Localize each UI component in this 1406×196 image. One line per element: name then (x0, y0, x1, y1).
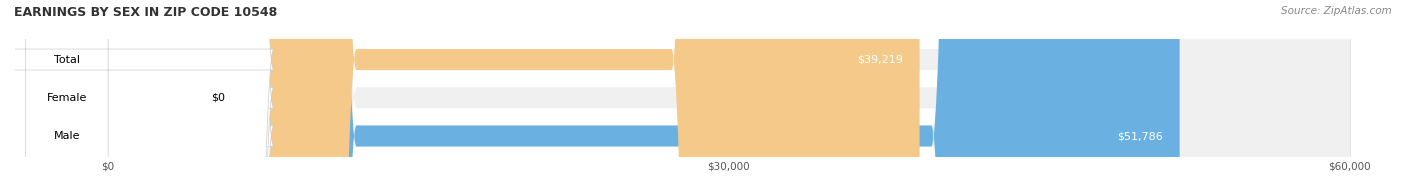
FancyBboxPatch shape (108, 0, 1350, 196)
FancyBboxPatch shape (108, 0, 1350, 196)
Text: $51,786: $51,786 (1118, 131, 1163, 141)
Text: Total: Total (53, 54, 80, 64)
FancyBboxPatch shape (0, 0, 274, 196)
FancyBboxPatch shape (108, 0, 1350, 196)
FancyBboxPatch shape (0, 0, 274, 196)
Text: $39,219: $39,219 (858, 54, 903, 64)
FancyBboxPatch shape (108, 0, 920, 196)
FancyBboxPatch shape (108, 0, 1180, 196)
Text: Male: Male (53, 131, 80, 141)
Text: $0: $0 (211, 93, 225, 103)
Text: EARNINGS BY SEX IN ZIP CODE 10548: EARNINGS BY SEX IN ZIP CODE 10548 (14, 6, 277, 19)
FancyBboxPatch shape (0, 0, 274, 196)
Text: Source: ZipAtlas.com: Source: ZipAtlas.com (1281, 6, 1392, 16)
Text: Female: Female (46, 93, 87, 103)
